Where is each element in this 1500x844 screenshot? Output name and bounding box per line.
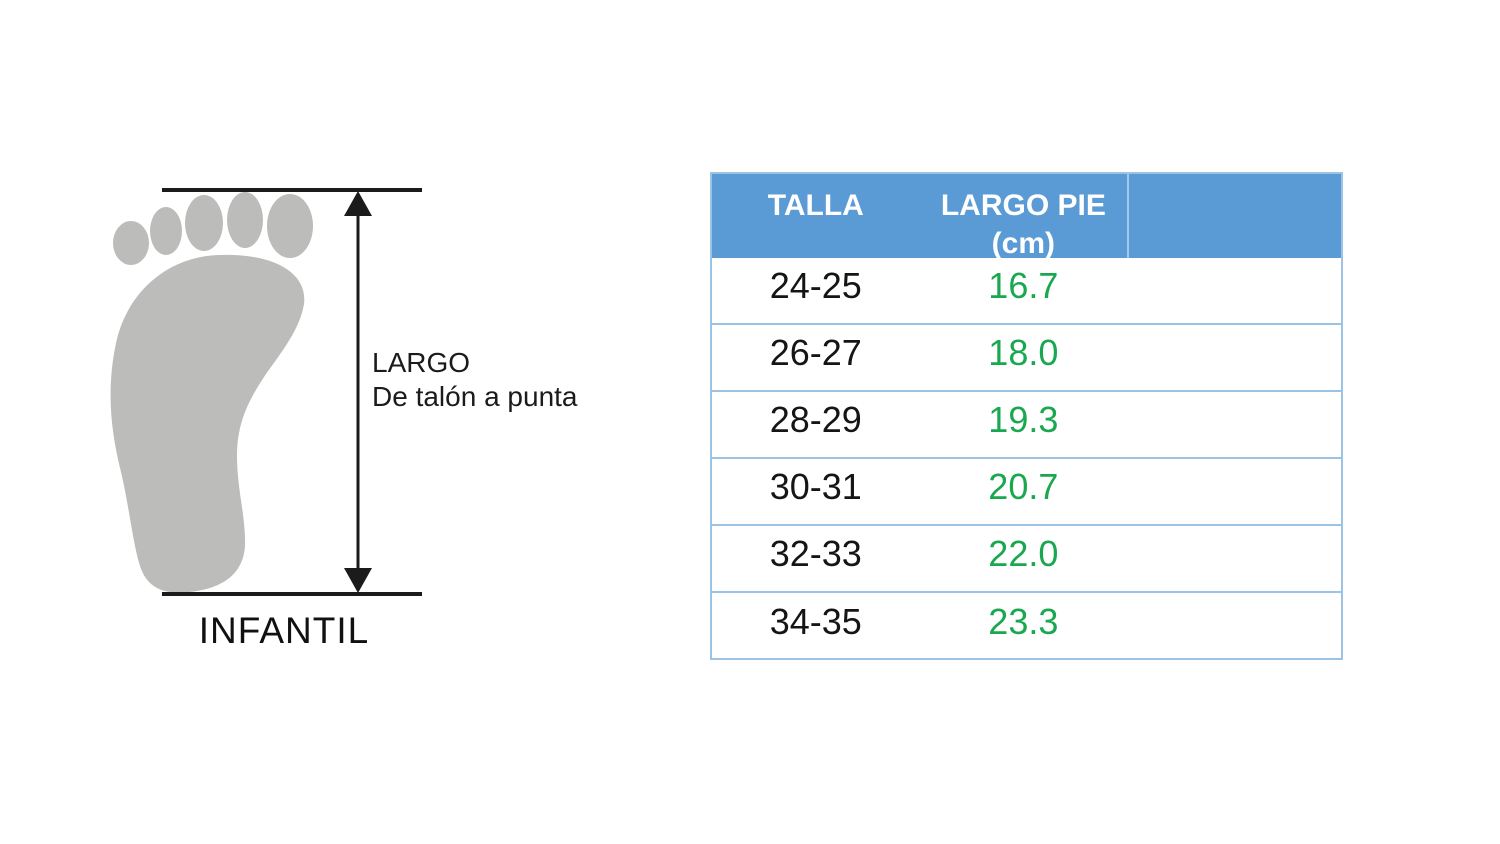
toe-3-shape xyxy=(185,195,223,251)
length-cell: 19.3 xyxy=(988,398,1059,440)
foot-measurement-diagram xyxy=(110,188,422,596)
size-cell: 24-25 xyxy=(769,264,862,306)
arrowhead-down-icon xyxy=(344,568,372,593)
toe-4-shape xyxy=(150,207,182,255)
header-cell-talla: TALLA xyxy=(767,189,864,222)
size-cell: 34-35 xyxy=(769,600,862,642)
header-cell-largo-pie: LARGO PIE (cm) xyxy=(920,174,1128,260)
table-row: 26-27 18.0 xyxy=(712,325,1341,392)
table-row: 32-33 22.0 xyxy=(712,526,1341,593)
size-cell: 30-31 xyxy=(769,465,862,507)
toe-big-shape xyxy=(267,194,313,258)
length-label: LARGO De talón a punta xyxy=(372,346,578,414)
size-cell: 26-27 xyxy=(769,331,862,373)
length-cell: 18.0 xyxy=(988,331,1059,373)
size-cell: 28-29 xyxy=(769,398,862,440)
length-cell: 22.0 xyxy=(988,532,1059,574)
table-row: 24-25 16.7 xyxy=(712,258,1341,325)
size-cell: 32-33 xyxy=(769,532,862,574)
header-cell-empty xyxy=(1127,174,1341,258)
diagram-caption: INFANTIL xyxy=(198,610,370,651)
header-largo-line2: (cm) xyxy=(991,227,1056,260)
length-cell: 16.7 xyxy=(988,264,1059,306)
arrowhead-up-icon xyxy=(344,191,372,216)
toe-2-shape xyxy=(227,192,263,248)
size-table: TALLA LARGO PIE (cm) 24-25 16.7 26-27 18… xyxy=(710,172,1343,660)
length-cell: 23.3 xyxy=(988,600,1059,642)
footprint-shape xyxy=(110,254,305,593)
table-header-row: TALLA LARGO PIE (cm) xyxy=(712,174,1341,260)
table-row: 34-35 23.3 xyxy=(712,593,1341,660)
header-largo-line1: LARGO PIE xyxy=(940,189,1106,222)
length-label-title: LARGO xyxy=(372,347,471,378)
toe-pinky-shape xyxy=(113,221,149,265)
length-cell: 20.7 xyxy=(988,465,1059,507)
table-row: 28-29 19.3 xyxy=(712,392,1341,459)
length-label-subtitle: De talón a punta xyxy=(372,381,578,412)
table-row: 30-31 20.7 xyxy=(712,459,1341,526)
